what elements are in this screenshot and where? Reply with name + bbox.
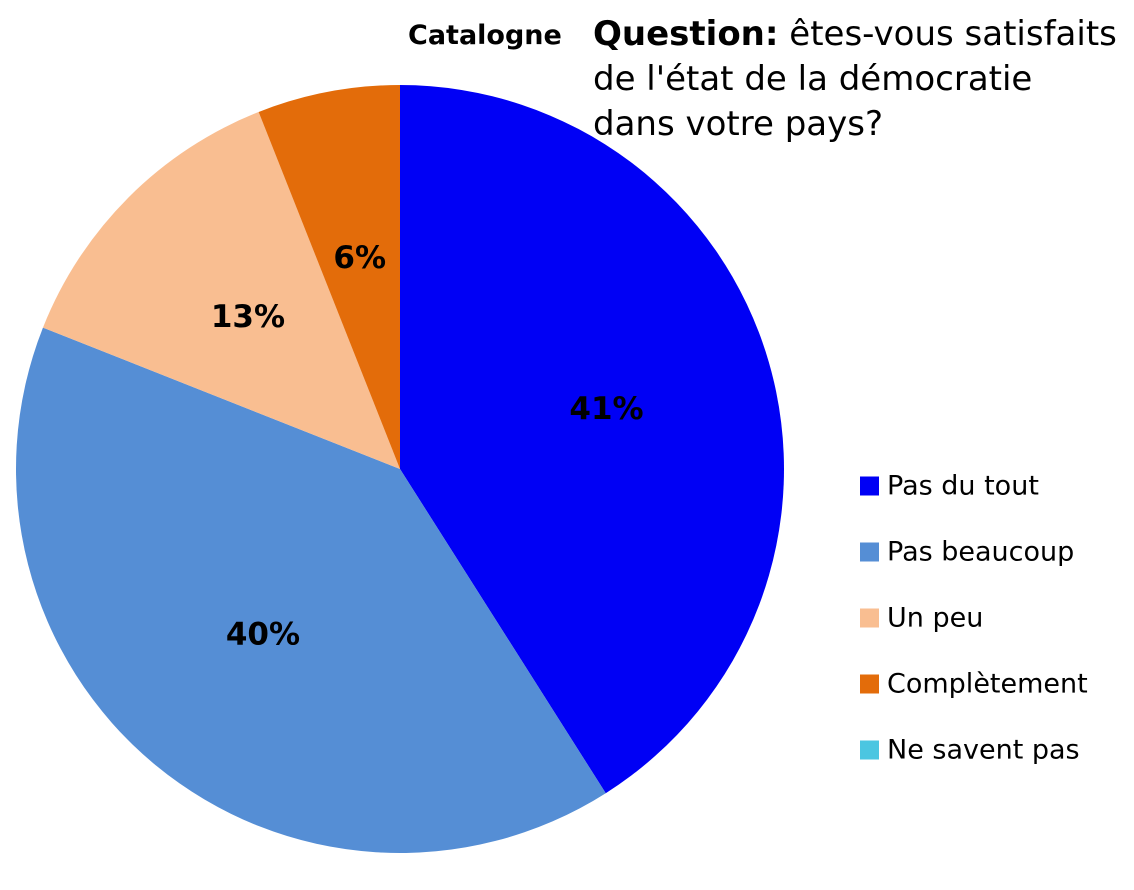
slice-label-pas-du-tout: 41% <box>569 391 643 427</box>
pie-slices <box>15 85 785 854</box>
chart-region-title: Catalogne <box>408 20 562 51</box>
legend-label-completement: Complètement <box>887 669 1088 700</box>
pie-slice-labels: 41% 40% 13% 6% <box>211 240 644 653</box>
pie-slice-un-peu <box>42 111 401 470</box>
legend-swatch-pas-du-tout <box>860 476 879 496</box>
slice-label-pas-beaucoup: 40% <box>226 617 300 653</box>
question-text-block: Question: êtes-vous satisfaits de l'état… <box>593 12 1123 147</box>
slice-label-un-peu: 13% <box>211 299 285 335</box>
chart-legend: Pas du tout Pas beaucoup Un peu Complètemen… <box>860 471 1088 766</box>
legend-label-pas-beaucoup: Pas beaucoup <box>887 537 1074 568</box>
legend-swatch-pas-beaucoup <box>860 542 879 562</box>
legend-swatch-un-peu <box>860 608 879 628</box>
legend-swatch-completement <box>860 674 879 694</box>
slice-label-completement: 6% <box>333 240 386 276</box>
pie-slice-completement <box>258 85 400 469</box>
pie-slice-pas-beaucoup <box>15 327 606 854</box>
question-text: êtes-vous satisfaits de l'état de la dém… <box>593 14 1117 144</box>
pie-slice-pas-du-tout <box>400 85 785 794</box>
legend-label-pas-du-tout: Pas du tout <box>887 471 1039 502</box>
question-label: Question: <box>593 14 779 54</box>
legend-swatch-ne-savent-pas <box>860 740 879 760</box>
legend-label-un-peu: Un peu <box>887 603 983 634</box>
legend-label-ne-savent-pas: Ne savent pas <box>887 735 1080 766</box>
